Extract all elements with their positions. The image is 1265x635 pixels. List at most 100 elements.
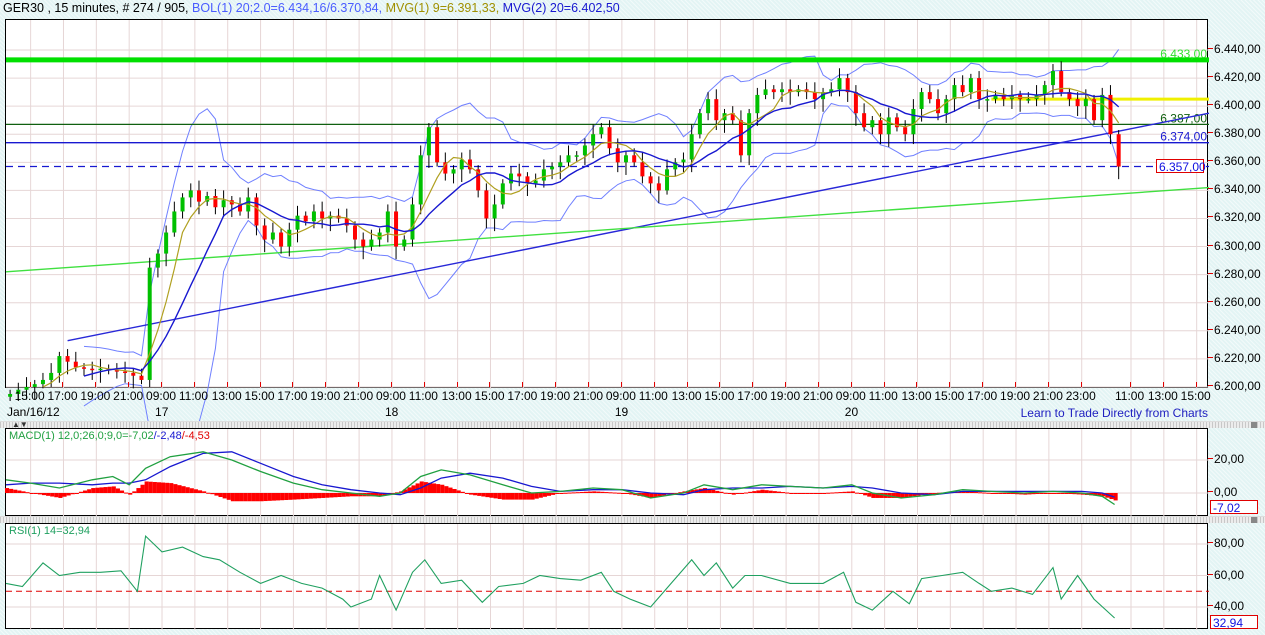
candle-down — [656, 183, 661, 191]
candle-up — [558, 162, 563, 167]
macd-histogram-bar — [748, 491, 753, 493]
axis-tick — [1208, 356, 1213, 358]
macd-histogram-bar — [432, 483, 437, 493]
macd-histogram-bar — [645, 493, 650, 498]
time-tick-label: 11:00 — [1114, 389, 1145, 403]
time-tick-label: 13:00 — [211, 389, 242, 403]
candle-down — [476, 169, 481, 191]
time-tick-label: 11:00 — [868, 389, 898, 403]
macd-histogram-bar — [349, 493, 354, 497]
macd-histogram-bar — [542, 493, 547, 497]
learn-to-trade-link[interactable]: Learn to Trade Directly from Charts — [1020, 406, 1208, 420]
candle-up — [180, 197, 185, 212]
macd-splitter[interactable]: ▲▼ — [0, 420, 1265, 429]
axis-tick-label: 6.360,00 — [1214, 154, 1261, 169]
macd-histogram-bar — [70, 493, 75, 495]
candle-up — [98, 368, 103, 371]
macd-histogram-bar — [739, 493, 745, 494]
time-tick — [325, 382, 327, 387]
macd-histogram-bar — [879, 493, 884, 498]
histogram-value: /-4,53 — [181, 430, 210, 442]
rsi-panel[interactable]: RSI(1) 14=32,94 — [5, 523, 1209, 630]
time-tick-label: 09:00 — [835, 389, 866, 403]
axis-tick — [1208, 458, 1213, 459]
candle-down — [927, 92, 932, 100]
macd-histogram-bar — [850, 491, 855, 493]
macd-histogram-bar — [83, 490, 88, 493]
candle-up — [32, 384, 37, 387]
close-pane-icon[interactable] — [1251, 517, 1257, 523]
macd-histogram-bar — [411, 485, 416, 493]
macd-histogram-bar — [74, 493, 79, 494]
macd-histogram-bar — [863, 493, 868, 496]
candle-down — [525, 176, 530, 184]
macd-histogram-bar — [308, 493, 313, 499]
macd-histogram-bar — [193, 489, 198, 493]
macd-histogram-bar — [563, 492, 568, 494]
macd-histogram-bar — [546, 493, 552, 496]
macd-histogram-bar — [50, 493, 55, 497]
candle-up — [911, 108, 916, 135]
macd-last-value: -7,02 — [1210, 500, 1258, 515]
axis-tick — [1208, 188, 1213, 190]
date-label: 20 — [844, 405, 859, 419]
macd-histogram-bar — [341, 493, 346, 497]
time-tick-label: 09:00 — [375, 389, 406, 403]
time-tick — [817, 382, 819, 387]
axis-tick — [1208, 272, 1213, 274]
time-tick — [1080, 382, 1082, 387]
candle-down — [960, 85, 965, 93]
macd-histogram-bar — [481, 493, 486, 497]
macd-panel[interactable]: MACD(1) 12,0;26,0;9,0=-7,02/-2,48/-4,53 — [5, 428, 1209, 517]
macd-histogram-bar — [202, 491, 207, 493]
candle-up — [968, 78, 973, 93]
rsi-splitter[interactable] — [0, 516, 1265, 523]
macd-histogram-bar — [924, 493, 929, 495]
macd-histogram-bar — [99, 487, 104, 493]
macd-histogram-bar — [21, 491, 26, 493]
macd-histogram-bar — [9, 488, 14, 493]
price-chart-panel[interactable]: 6.433,006.387,006.374,00 — [5, 19, 1210, 459]
macd-histogram-bar — [867, 493, 872, 497]
macd-value: MACD(1) 12,0;26,0;9,0=-7,02 — [9, 430, 154, 442]
candle-up — [886, 117, 891, 135]
candle-down — [90, 368, 95, 371]
macd-histogram-bar — [464, 493, 469, 494]
macd-histogram-bar — [1031, 493, 1036, 495]
macd-histogram-bar — [1051, 493, 1057, 494]
macd-histogram-bar — [522, 493, 527, 500]
macd-histogram-bar — [37, 493, 42, 495]
macd-histogram-bar — [780, 492, 786, 494]
candle-up — [426, 127, 431, 156]
candle-up — [287, 229, 292, 247]
mvg2-legend: MVG(2) 20=6.402,50 — [502, 1, 620, 15]
time-tick — [226, 382, 228, 387]
candle-down — [607, 127, 612, 149]
candle-down — [435, 127, 440, 163]
macd-histogram-bar — [165, 482, 170, 493]
macd-histogram-bar — [263, 493, 268, 502]
time-tick — [620, 382, 622, 387]
axis-tick-label: 6.440,00 — [1214, 42, 1261, 56]
macd-histogram-bar — [1060, 493, 1065, 494]
time-tick — [193, 382, 195, 387]
candle-up — [550, 166, 555, 170]
macd-histogram-bar — [329, 493, 334, 498]
axis-tick-label: 40,00 — [1214, 599, 1245, 613]
axis-tick-label: 0,00 — [1214, 485, 1238, 499]
collapse-arrows-icon[interactable]: ▲▼ — [12, 420, 28, 429]
candle-up — [665, 169, 670, 191]
macd-histogram-bar — [25, 492, 30, 494]
macd-histogram-bar — [222, 493, 227, 499]
axis-tick-label: 6.200,00 — [1214, 378, 1261, 393]
macd-histogram-bar — [982, 492, 987, 494]
candle-up — [410, 204, 415, 240]
macd-histogram-bar — [1043, 493, 1048, 494]
candle-down — [878, 120, 883, 135]
chart-header: GER30 , 15 minutes, # 274 / 905, BOL(1) … — [3, 1, 620, 17]
close-pane-icon[interactable] — [1251, 422, 1257, 428]
time-tick-label: 15:00 — [244, 389, 275, 403]
macd-histogram-bar — [830, 492, 835, 494]
macd-histogram-bar — [234, 493, 240, 502]
time-tick — [588, 382, 590, 387]
